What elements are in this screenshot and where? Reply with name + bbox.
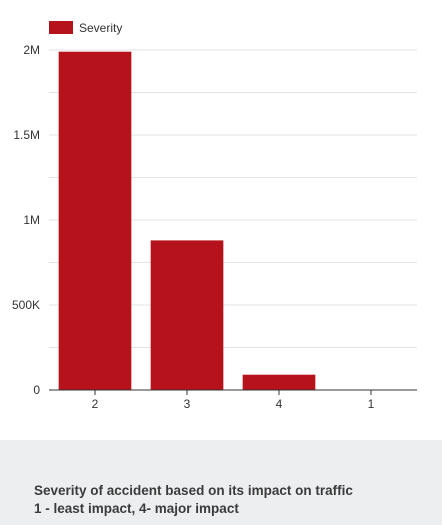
bar-4[interactable] (242, 374, 316, 390)
severity-bar-chart: Severity 0 500K 1M 1.5M 2M 2 3 4 1 (12, 21, 417, 411)
y-tick-label: 1M (23, 213, 40, 227)
chart-caption: Severity of accident based on its impact… (0, 440, 442, 525)
bar-2[interactable] (58, 51, 132, 390)
y-axis-ticks: 0 500K 1M 1.5M 2M (12, 43, 40, 397)
legend-swatch (49, 21, 73, 34)
bar-3[interactable] (150, 240, 224, 390)
x-tick-label: 1 (368, 397, 375, 411)
legend-label: Severity (79, 21, 122, 35)
x-tick-label: 3 (184, 397, 191, 411)
chart-area: Severity 0 500K 1M 1.5M 2M 2 3 4 1 (12, 21, 417, 411)
x-axis-ticks: 2 3 4 1 (92, 390, 375, 411)
y-tick-label: 2M (23, 43, 40, 57)
legend[interactable]: Severity (49, 21, 122, 35)
x-tick-label: 4 (276, 397, 283, 411)
caption-line-2: 1 - least impact, 4- major impact (34, 501, 239, 516)
bars (58, 51, 316, 390)
y-tick-label: 0 (33, 383, 40, 397)
x-tick-label: 2 (92, 397, 99, 411)
y-tick-label: 1.5M (13, 128, 40, 142)
y-tick-label: 500K (12, 298, 40, 312)
caption-line-1: Severity of accident based on its impact… (34, 483, 353, 498)
